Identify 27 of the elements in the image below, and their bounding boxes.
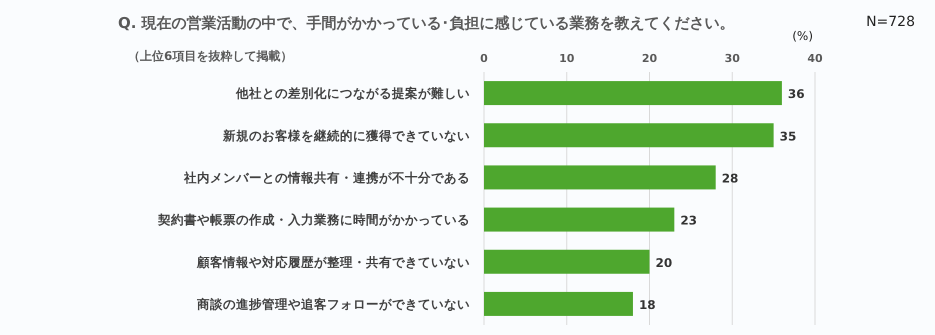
bar (484, 208, 674, 232)
y-tick-label: 社内メンバーとの情報共有・連携が不十分である (183, 170, 470, 185)
bar (484, 292, 633, 316)
x-tick-label: 10 (559, 52, 575, 65)
y-tick-label: 契約書や帳票の作成・入力業務に時間がかかっている (157, 212, 470, 228)
data-label: 20 (656, 256, 672, 270)
x-tick-label: 40 (807, 52, 823, 65)
data-label: 36 (788, 87, 805, 102)
data-label: 18 (638, 298, 656, 312)
data-label: 28 (722, 171, 738, 186)
y-tick-label: 顧客情報や対応履歴が整理・共有できていない (196, 254, 470, 270)
text: （上位6項目を抜粋して掲載） (128, 49, 292, 63)
y-tick-label: 他社との差別化につながる提案が難しい (235, 86, 470, 101)
x-tick-label: 20 (642, 52, 658, 65)
data-label: 35 (780, 129, 796, 144)
x-tick-label: 30 (724, 52, 740, 65)
x-axis-title: (%) (792, 29, 813, 43)
x-tick-label: 0 (480, 52, 488, 65)
data-label: 23 (680, 214, 698, 228)
bar (484, 81, 782, 106)
bar (484, 123, 774, 148)
chart-title: Q. 現在の営業活動の中で、手間がかかっている･負担に感じている業務を教えてください。 (118, 14, 735, 32)
bar (484, 165, 716, 190)
y-tick-label: 新規のお客様を継続的に獲得できていない (222, 128, 470, 143)
bar (484, 250, 650, 274)
y-tick-label: 商談の進捗管理や追客フォローができていない (196, 296, 470, 312)
text: N=728 (866, 14, 915, 30)
